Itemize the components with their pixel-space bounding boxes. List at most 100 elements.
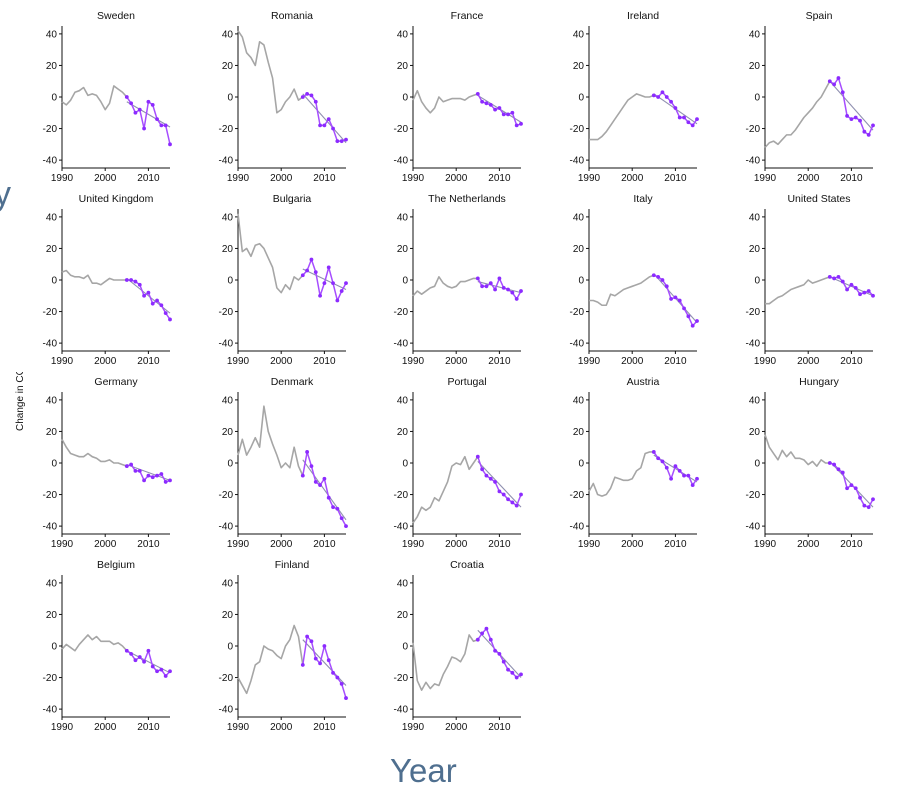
data-point-italy	[686, 314, 691, 319]
data-point-bulgaria	[335, 298, 340, 303]
y-tick-label-belgium: 40	[46, 578, 58, 589]
y-tick-label-finland: 20	[222, 610, 234, 621]
x-tick-label-croatia: 2010	[488, 722, 511, 733]
data-point-france	[510, 110, 515, 115]
y-tick-label-the-netherlands: -20	[394, 307, 409, 318]
data-point-portugal	[480, 467, 485, 472]
data-point-portugal	[506, 497, 510, 502]
data-point-sweden	[133, 110, 138, 115]
x-tick-label-croatia: 1990	[402, 722, 425, 733]
data-point-spain	[862, 129, 867, 134]
data-point-spain	[871, 123, 875, 128]
y-tick-label-france: -20	[394, 124, 409, 135]
data-point-united-kingdom	[146, 290, 151, 295]
y-tick-label-united-kingdom: -40	[43, 339, 58, 350]
data-point-romania	[309, 93, 314, 98]
data-point-ireland	[660, 90, 665, 95]
y-tick-label-austria: -40	[570, 522, 585, 533]
x-tick-label-the-netherlands: 2000	[445, 356, 468, 367]
data-point-bulgaria	[309, 257, 314, 262]
panel-the-netherlands: 40 20 0 -20 -40 1990 2000 2010 The Netherlands	[394, 193, 523, 367]
data-point-united-kingdom	[163, 311, 168, 316]
data-point-portugal	[484, 473, 489, 478]
y-tick-label-finland: -40	[219, 705, 234, 716]
x-tick-label-france: 1990	[402, 173, 425, 184]
data-point-italy	[673, 295, 678, 300]
x-tick-label-sweden: 2010	[137, 173, 160, 184]
data-point-the-netherlands	[510, 290, 515, 295]
data-point-romania	[344, 137, 348, 142]
x-tick-label-finland: 1990	[227, 722, 250, 733]
data-point-austria	[682, 473, 686, 478]
data-point-romania	[313, 99, 318, 104]
y-tick-label-sweden: -40	[43, 156, 58, 167]
recent-line-bulgaria	[302, 258, 347, 302]
panel-spain: 40 20 0 -20 -40 1990 2000 2010 Spain	[746, 10, 875, 184]
data-point-austria	[669, 476, 673, 481]
data-point-the-netherlands	[480, 284, 485, 289]
x-tick-label-hungary: 2010	[840, 539, 863, 550]
data-point-belgium	[168, 669, 172, 674]
y-tick-label-italy: 40	[573, 212, 585, 223]
data-point-france	[514, 123, 519, 128]
y-tick-label-austria: -20	[570, 490, 585, 501]
y-tick-label-the-netherlands: 40	[397, 212, 409, 223]
trend-line-the-netherlands	[477, 281, 522, 294]
data-point-croatia	[475, 637, 480, 642]
data-point-bulgaria	[313, 270, 318, 275]
x-tick-label-austria: 1990	[578, 539, 601, 550]
data-point-belgium	[159, 667, 164, 672]
data-point-hungary	[866, 505, 871, 510]
data-point-denmark	[309, 464, 314, 469]
data-point-spain	[836, 76, 841, 80]
data-point-france	[506, 112, 510, 117]
x-tick-label-belgium: 1990	[51, 722, 74, 733]
x-tick-label-germany: 1990	[51, 539, 74, 550]
panel-france: 40 20 0 -20 -40 1990 2000 2010 France	[394, 10, 523, 184]
data-point-croatia	[493, 648, 497, 653]
data-point-united-kingdom	[124, 278, 129, 282]
y-tick-label-united-states: 20	[749, 244, 761, 255]
x-tick-label-austria: 2000	[621, 539, 644, 550]
y-tick-label-croatia: -40	[394, 705, 409, 716]
y-tick-label-bulgaria: 0	[227, 276, 233, 287]
y-tick-label-belgium: -20	[43, 673, 58, 684]
history-line-italy	[589, 274, 655, 307]
panel-title-italy: Italy	[633, 193, 653, 205]
data-point-united-kingdom	[155, 298, 159, 303]
x-tick-label-united-states: 2000	[797, 356, 820, 367]
data-point-ireland	[695, 117, 699, 121]
data-point-portugal	[519, 492, 523, 497]
history-line-croatia	[412, 634, 479, 691]
data-point-portugal	[488, 476, 493, 481]
y-tick-label-bulgaria: 40	[222, 212, 234, 223]
data-point-finland	[305, 634, 310, 639]
trend-line-romania	[302, 93, 347, 144]
data-point-united-states	[858, 292, 862, 297]
history-line-ireland	[589, 93, 655, 141]
panel-denmark: 40 20 0 -20 -40 1990 2000 2010 Denmark	[219, 376, 348, 550]
data-point-united-kingdom	[137, 282, 142, 287]
data-point-denmark	[331, 505, 335, 510]
data-point-romania	[318, 123, 322, 128]
data-point-ireland	[686, 120, 691, 125]
y-tick-label-finland: 0	[227, 642, 233, 653]
y-tick-label-spain: 20	[749, 61, 761, 72]
data-point-austria	[677, 468, 682, 473]
data-point-france	[497, 106, 502, 110]
y-tick-label-portugal: 20	[397, 427, 409, 438]
x-tick-label-the-netherlands: 1990	[402, 356, 425, 367]
data-point-bulgaria	[300, 273, 305, 278]
y-tick-label-croatia: 20	[397, 610, 409, 621]
data-point-croatia	[480, 631, 485, 636]
history-line-austria	[588, 451, 654, 497]
panel-title-bulgaria: Bulgaria	[273, 193, 312, 205]
history-line-romania	[237, 30, 304, 114]
data-point-croatia	[519, 672, 523, 677]
y-tick-label-spain: 40	[749, 29, 761, 40]
y-tick-label-denmark: 0	[227, 459, 233, 470]
panel-bulgaria: 40 20 0 -20 -40 1990 2000 2010 Bulgaria	[219, 193, 348, 367]
data-point-germany	[159, 472, 164, 476]
